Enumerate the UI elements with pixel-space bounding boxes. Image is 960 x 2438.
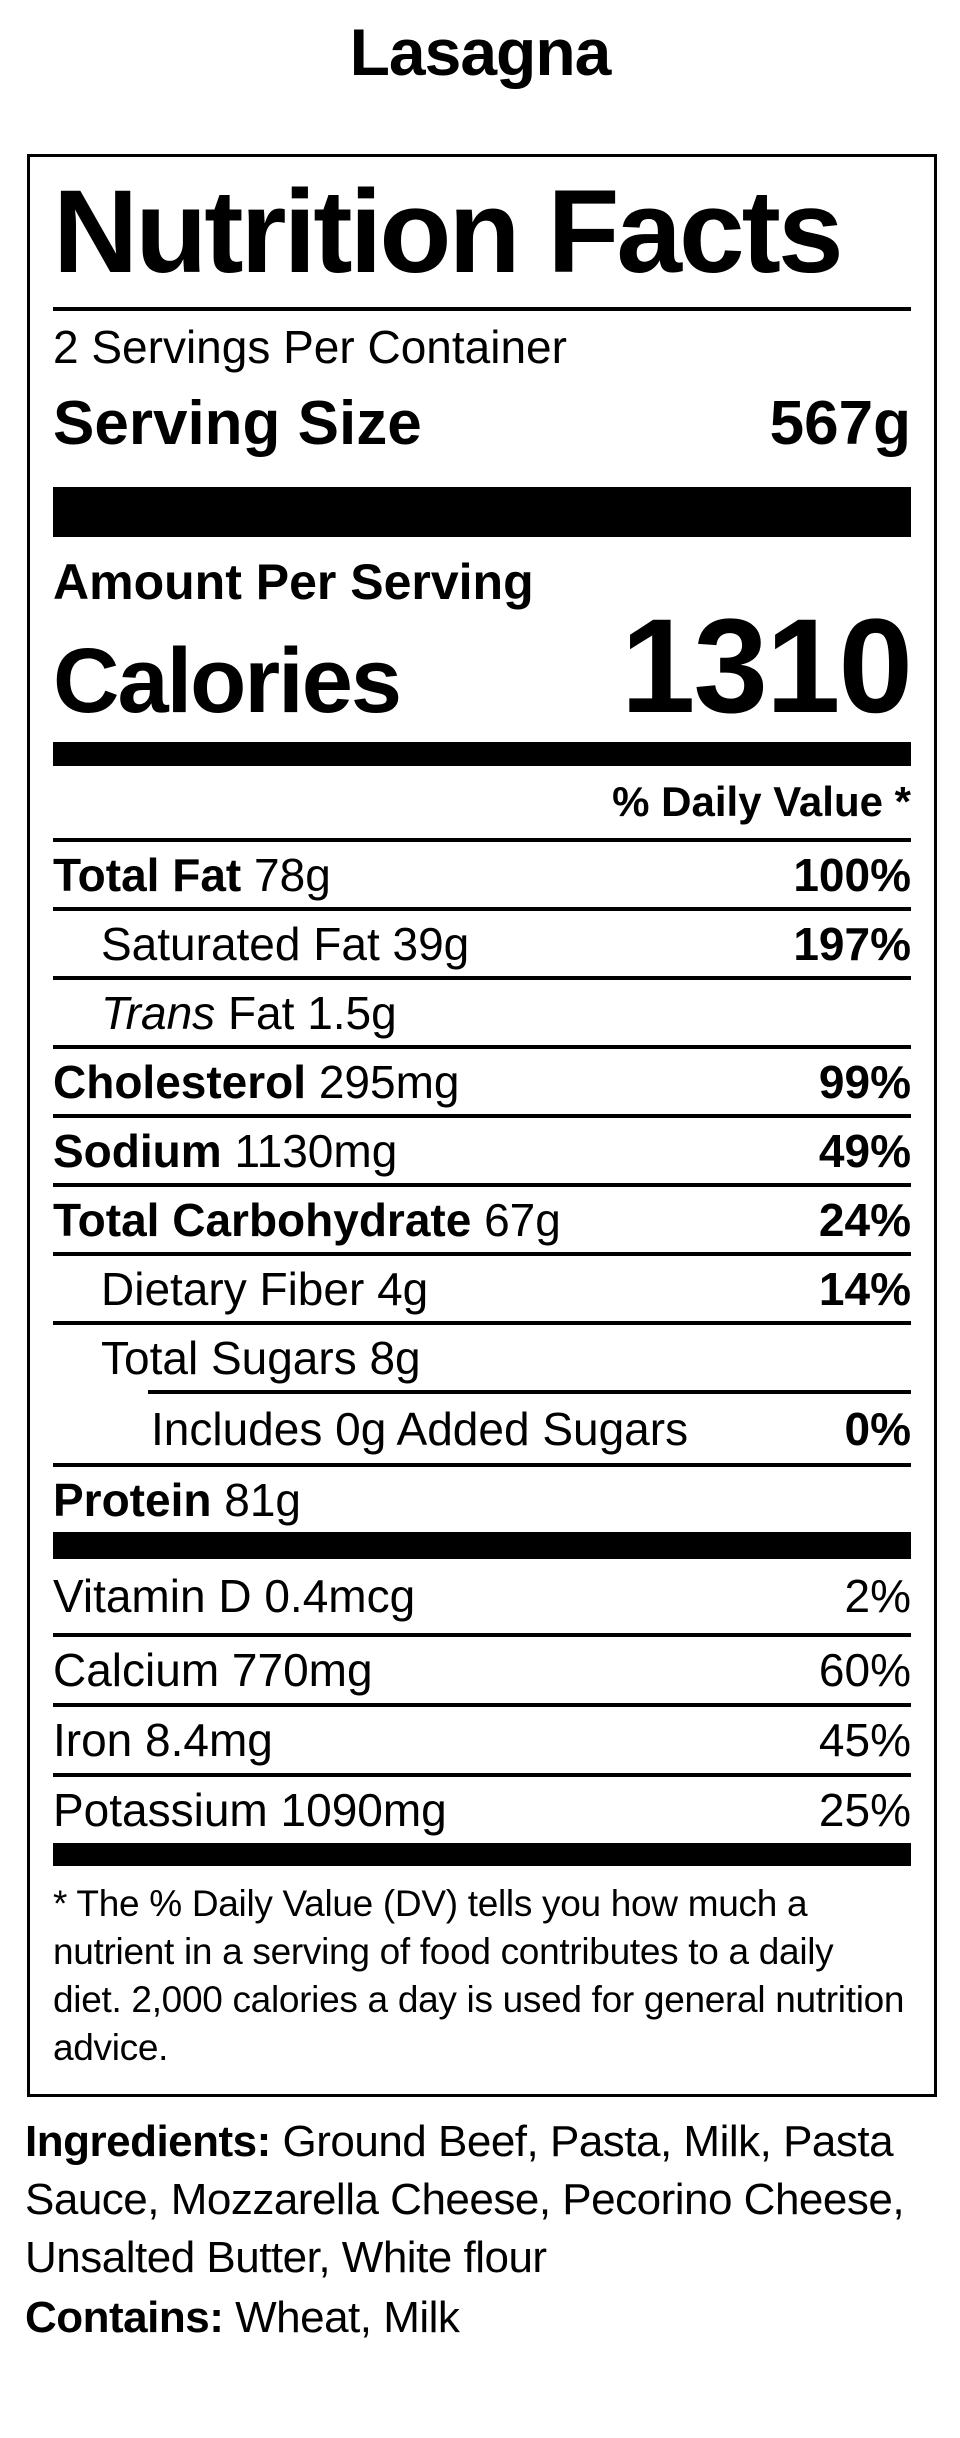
nutrient-rows: Total Fat 78g 100% Saturated Fat 39g 197% Tr… (53, 838, 911, 1532)
serving-size-label: Serving Size (53, 389, 422, 458)
nutrient-daily-value: 49% (818, 1124, 911, 1177)
ingredients-block: Ingredients: Ground Beef, Pasta, Milk, P… (25, 2113, 935, 2287)
vitamin-rows: Vitamin D 0.4mcg 2% Calcium 770mg 60% Iron 8… (53, 1559, 911, 1843)
nutrient-name: Total Sugars 8g (101, 1331, 421, 1384)
nutrient-name: Total Fat 78g (53, 848, 331, 901)
nutrient-row: Protein 81g (53, 1463, 911, 1532)
heading-divider (53, 307, 911, 311)
vitamin-daily-value: 60% (818, 1644, 911, 1696)
vitamin-daily-value: 25% (818, 1784, 911, 1836)
nutrient-daily-value: 99% (818, 1055, 911, 1108)
nutrient-name: Includes 0g Added Sugars (151, 1402, 689, 1455)
nutrient-row: Total Fat 78g 100% (53, 838, 911, 907)
vitamin-row: Potassium 1090mg 25% (53, 1773, 911, 1843)
servings-per-container: 2 Servings Per Container (53, 321, 567, 373)
calories-value: 1310 (620, 592, 913, 741)
calories-label: Calories (53, 630, 402, 732)
ingredients-label: Ingredients: (25, 2117, 271, 2166)
recipe-title: Lasagna (349, 15, 612, 89)
vitamin-name: Vitamin D 0.4mcg (53, 1570, 416, 1622)
nutrient-daily-value: 0% (844, 1402, 911, 1455)
serving-size-row: Serving Size 567g (53, 385, 911, 463)
contains-block: Contains: Wheat, Milk (25, 2289, 935, 2347)
contains-label: Contains: (25, 2293, 224, 2342)
ingredients-list: Ground Beef, Pasta, Milk, Pasta Sauce, M… (25, 2117, 905, 2282)
vitamin-row: Vitamin D 0.4mcg 2% (53, 1559, 911, 1633)
nutrient-name: Protein 81g (53, 1473, 301, 1526)
nutrient-name: Sodium 1130mg (53, 1124, 398, 1177)
nutrient-row: Sodium 1130mg 49% (53, 1114, 911, 1183)
nutrition-facts-heading: Nutrition Facts (53, 166, 844, 298)
vitamin-row: Calcium 770mg 60% (53, 1633, 911, 1703)
calories-row: Calories 1310 (53, 592, 913, 741)
vitamin-daily-value: 45% (818, 1714, 911, 1766)
nutrient-daily-value: 14% (818, 1262, 911, 1315)
nutrient-name: Total Carbohydrate 67g (53, 1193, 561, 1246)
contains-list: Wheat, Milk (223, 2293, 460, 2342)
nutrient-row: Dietary Fiber 4g 14% (53, 1252, 911, 1321)
vitamin-daily-value: 2% (844, 1570, 911, 1622)
nutrient-row: Saturated Fat 39g 197% (53, 907, 911, 976)
section-bar-medium (53, 742, 911, 766)
nutrient-row: Cholesterol 295mg 99% (53, 1045, 911, 1114)
vitamin-name: Calcium 770mg (53, 1644, 373, 1696)
nutrient-row: Total Sugars 8g (53, 1321, 911, 1390)
nutrient-daily-value: 100% (793, 848, 911, 901)
nutrient-daily-value: 197% (793, 917, 911, 970)
sub-divider (148, 1390, 911, 1394)
nutrient-name: Saturated Fat 39g (101, 917, 470, 970)
nutrient-daily-value: 24% (818, 1193, 911, 1246)
vitamin-name: Iron 8.4mg (53, 1714, 273, 1766)
vitamin-name: Potassium 1090mg (53, 1784, 447, 1836)
amount-per-serving-label: Amount Per Serving (53, 554, 534, 610)
daily-value-footnote: * The % Daily Value (DV) tells you how m… (53, 1883, 905, 2068)
nutrient-row: Includes 0g Added Sugars 0% (53, 1394, 911, 1463)
vitamin-row: Iron 8.4mg 45% (53, 1703, 911, 1773)
nutrient-name: Dietary Fiber 4g (101, 1262, 429, 1315)
nutrient-row: Trans Fat 1.5g (53, 976, 911, 1045)
nutrient-name: Trans Fat 1.5g (101, 986, 397, 1039)
nutrition-facts-box: Nutrition Facts 2 Servings Per Container… (27, 154, 937, 2097)
section-bar-thick (53, 487, 911, 537)
section-bar-bottom (53, 1843, 911, 1866)
nutrient-name: Cholesterol 295mg (53, 1055, 460, 1108)
daily-value-header: % Daily Value * (612, 778, 911, 825)
nutrient-row: Total Carbohydrate 67g 24% (53, 1183, 911, 1252)
nutrition-label-page: Lasagna Nutrition Facts 2 Servings Per C… (0, 8, 960, 2347)
serving-size-value: 567g (769, 389, 911, 458)
section-bar-medium-2 (53, 1532, 911, 1559)
